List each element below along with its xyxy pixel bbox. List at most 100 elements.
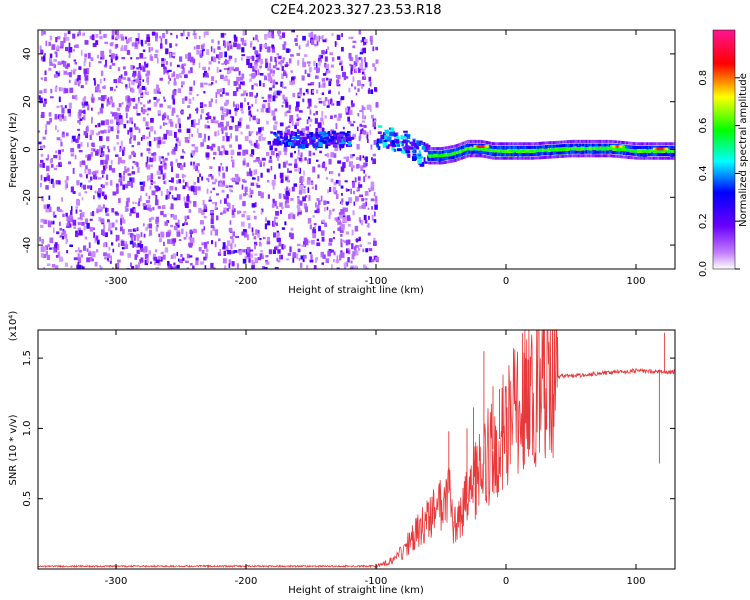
spectrogram-cell xyxy=(435,147,438,151)
spectrogram-cell xyxy=(538,141,541,145)
spectrogram-cell xyxy=(153,152,156,156)
spectrogram-cell xyxy=(431,154,434,158)
spectrogram-cell xyxy=(274,90,276,95)
spectrogram-cell xyxy=(165,61,169,65)
spectrogram-cell xyxy=(546,152,549,156)
spectrogram-cell xyxy=(434,154,437,158)
spectrogram-cell xyxy=(434,147,437,151)
spectrogram-cell xyxy=(233,250,238,253)
spectrogram-cell xyxy=(652,142,655,146)
spectrogram-cell xyxy=(660,149,663,153)
spectrogram-cell xyxy=(171,214,175,217)
spectrogram-cell xyxy=(75,232,79,238)
spectrogram-cell xyxy=(309,259,314,263)
spectrogram-cell xyxy=(359,110,363,113)
spectrogram-cell xyxy=(507,142,510,146)
spectrogram-cell xyxy=(222,166,224,171)
spectrogram-cell xyxy=(60,139,62,142)
spectrogram-cell xyxy=(470,143,473,147)
spectrogram-cell xyxy=(175,267,178,269)
spectrogram-cell xyxy=(341,131,346,135)
spectrogram-cell xyxy=(337,180,339,183)
spectrogram-cell xyxy=(481,154,484,158)
spectrogram-cell xyxy=(155,267,160,269)
spectrogram-cell xyxy=(152,207,155,211)
spectrogram-cell xyxy=(120,239,124,242)
spectrogram-cell xyxy=(137,100,140,104)
spectrogram-cell xyxy=(573,147,576,151)
spectrogram-cell xyxy=(521,156,524,160)
spectrogram-cell xyxy=(126,39,129,44)
spectrogram-cell xyxy=(294,163,298,169)
spectrogram-cell xyxy=(91,34,95,41)
spectrogram-cell xyxy=(367,242,371,245)
spectrogram-cell xyxy=(560,140,563,144)
spectrogram-cell xyxy=(400,135,404,140)
spectrogram-cell xyxy=(632,149,635,153)
spectrogram-cell xyxy=(273,125,277,131)
spectrogram-cell xyxy=(134,123,136,128)
spectrogram-cell xyxy=(587,150,590,154)
spectrogram-cell xyxy=(432,157,435,161)
spectrogram-cell xyxy=(456,144,459,147)
spectrogram-cell xyxy=(423,157,426,162)
spectrogram-cell xyxy=(100,218,105,223)
spectrogram-cell xyxy=(445,160,448,164)
spectrogram-cell xyxy=(223,250,226,256)
spectrogram-cell xyxy=(279,254,281,260)
spectrogram-cell xyxy=(40,174,43,181)
spectrogram-cell xyxy=(221,129,224,134)
spectrogram-cell xyxy=(653,152,656,154)
spectrogram-cell xyxy=(71,135,76,142)
spectrogram-cell xyxy=(138,97,140,103)
spectrogram-cell xyxy=(274,147,278,152)
spectrogram-cell xyxy=(294,124,297,129)
spectrogram-cell xyxy=(80,182,83,187)
spectrogram-cell xyxy=(668,147,671,151)
spectrogram-cell xyxy=(162,162,165,168)
spectrogram-cell xyxy=(442,150,445,154)
spectrogram-cell xyxy=(638,142,641,146)
spectrogram-cell xyxy=(651,142,654,146)
spectrogram-cell xyxy=(219,199,222,204)
spectrogram-cell xyxy=(175,173,180,178)
spectrogram-cell xyxy=(63,115,67,121)
spectrogram-cell xyxy=(358,56,363,61)
spectrogram-cell xyxy=(99,107,104,114)
spectrogram-cell xyxy=(152,155,157,162)
spectrogram-cell xyxy=(135,103,138,110)
spectrogram-cell xyxy=(128,229,132,232)
spectrogram-cell xyxy=(321,35,324,41)
spectrogram-cell xyxy=(305,239,309,246)
spectrogram-cell xyxy=(576,143,579,147)
spectrogram-cell xyxy=(389,131,394,137)
spectrogram-cell xyxy=(119,145,122,151)
spectrogram-cell xyxy=(84,191,88,194)
spectrogram-cell xyxy=(43,100,46,107)
spectrogram-cell xyxy=(305,43,309,47)
spectrogram-cell xyxy=(288,232,292,238)
spectrogram-cell xyxy=(316,208,320,214)
spectrogram-cell xyxy=(214,229,218,236)
spectrogram-cell xyxy=(269,156,272,160)
spectrogram-cell xyxy=(336,84,341,87)
spectrogram-cell xyxy=(281,73,284,79)
spectrogram-cell xyxy=(363,39,368,43)
spectrogram-cell xyxy=(348,120,352,125)
spectrogram-cell xyxy=(284,204,288,208)
spectrogram-cell xyxy=(654,153,657,157)
spectrogram-cell xyxy=(529,156,532,160)
spectrogram-cell xyxy=(275,222,278,226)
spectrogram-cell xyxy=(318,54,321,58)
spectrogram-cell xyxy=(176,252,178,257)
spectrogram-cell xyxy=(549,155,552,159)
spectrogram-cell xyxy=(641,156,644,160)
spectrogram-cell xyxy=(434,161,437,165)
spectrogram-cell xyxy=(404,133,409,138)
spectrogram-cell xyxy=(492,156,495,160)
spectrogram-cell xyxy=(186,253,190,259)
spectrogram-cell xyxy=(58,149,61,155)
spectrogram-cell xyxy=(657,149,660,153)
spectrogram-cell xyxy=(103,224,106,230)
spectrogram-cell xyxy=(328,242,333,246)
